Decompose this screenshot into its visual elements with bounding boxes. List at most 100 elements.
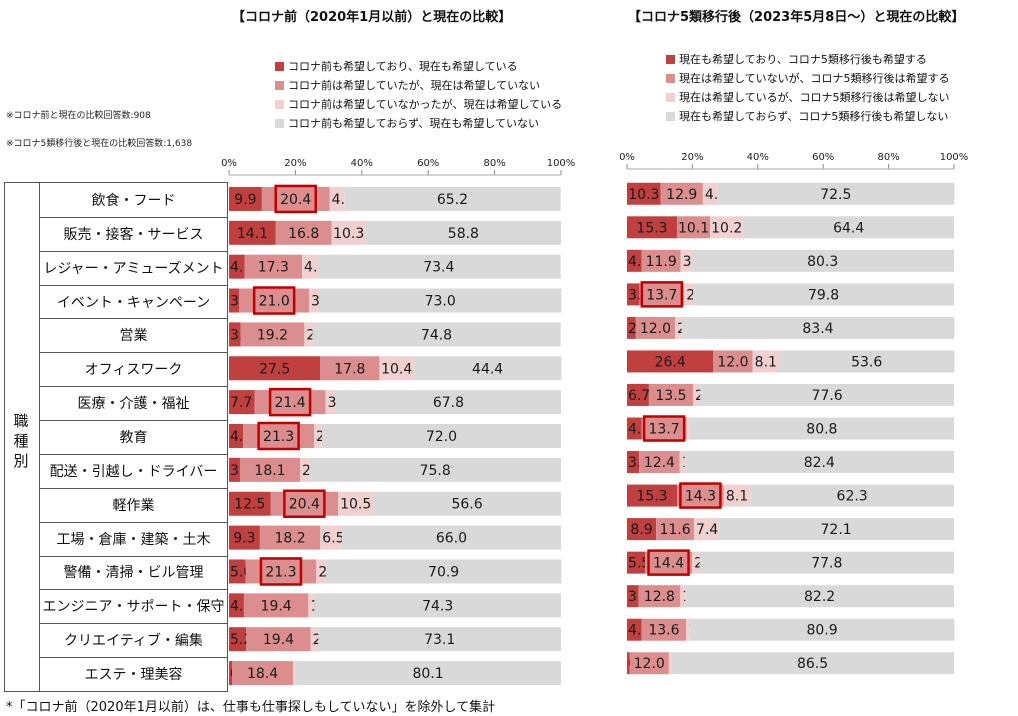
bar-segment: [379, 356, 414, 381]
data-label: 18.4: [247, 666, 278, 682]
bar-segment: [684, 283, 694, 306]
bar-segment: [629, 652, 669, 675]
bar-segment: [321, 424, 561, 448]
data-label: 18.1: [254, 463, 285, 479]
data-label: 3.5: [230, 327, 252, 343]
highlight-box: [647, 549, 690, 576]
bar-segment: [300, 457, 310, 482]
data-label: 19.4: [261, 598, 292, 614]
legend-swatch: [275, 62, 284, 71]
bar-segment: [713, 350, 753, 373]
bar-segment: [627, 652, 630, 675]
data-label: 1.5: [682, 589, 704, 605]
legend-swatch: [666, 93, 675, 102]
data-label: 77.8: [811, 556, 842, 572]
highlight-box: [274, 184, 317, 214]
data-label: 82.2: [804, 589, 835, 605]
data-label: 7.7: [230, 395, 252, 411]
bar-segment: [295, 661, 561, 686]
data-label: 2.3: [694, 556, 716, 572]
bar-segment: [229, 186, 262, 211]
bar-segment: [243, 593, 309, 618]
tick-label: 40%: [351, 158, 373, 169]
row-label: 教育: [40, 420, 227, 455]
data-label: 21.3: [265, 564, 296, 580]
bar-segment: [692, 551, 700, 574]
bar-segment: [635, 316, 676, 339]
bar-segment: [693, 383, 701, 406]
bar-segment: [270, 491, 339, 516]
legend-swatch: [666, 55, 675, 64]
data-label: 3.5: [628, 589, 650, 605]
bar-segment: [261, 186, 330, 211]
data-label: 72.1: [821, 522, 852, 538]
data-label: 12.0: [717, 354, 748, 370]
bar-segment: [656, 518, 695, 541]
data-label: 77.6: [812, 388, 843, 404]
legend-item: コロナ前は希望していたが、現在は希望していない: [275, 76, 562, 95]
highlight-box: [257, 421, 300, 451]
highlight-box: [679, 482, 722, 509]
data-label: 14.4: [653, 556, 684, 572]
category-header: 職種別: [13, 412, 29, 470]
data-label: 21.0: [259, 294, 290, 310]
data-label: 1.5: [682, 455, 704, 471]
data-label: 5.5: [628, 556, 650, 572]
data-label: 3.3: [683, 254, 705, 270]
bar-segment: [679, 451, 685, 474]
bar-segment: [668, 652, 672, 675]
legend-item: 現在も希望しておらず、コロナ5類移行後も希望しない: [666, 107, 949, 126]
data-label: 4.5: [230, 598, 252, 614]
data-label: 13.7: [649, 422, 680, 438]
tick-label: 100%: [940, 152, 969, 163]
data-label: 72.0: [426, 429, 457, 445]
bar-segment: [693, 283, 954, 306]
category-header-cell: [5, 183, 40, 691]
bar-segment: [689, 417, 954, 440]
tick-label: 60%: [812, 152, 834, 163]
bar-segment: [639, 451, 680, 474]
data-label: 64.4: [833, 220, 864, 236]
bar-segment: [341, 525, 561, 550]
bar-segment: [779, 350, 955, 373]
data-label: 66.0: [436, 531, 467, 547]
bar-segment: [641, 249, 681, 272]
data-label: 19.2: [257, 327, 288, 343]
bar-segment: [648, 383, 694, 406]
data-label: 15.3: [636, 220, 667, 236]
data-label: 26.4: [655, 354, 686, 370]
bar-segment: [308, 593, 315, 618]
row-label: オフィスワーク: [40, 352, 227, 388]
data-label: 2.8: [302, 463, 324, 479]
tick-label: 0%: [619, 152, 635, 163]
bar-segment: [373, 491, 561, 516]
row-label: エンジニア・サポート・保守: [40, 589, 227, 625]
bar-segment: [320, 525, 342, 550]
bar-segment: [627, 484, 678, 507]
legend-label: 現在も希望しており、コロナ5類移行後も希望する: [679, 53, 927, 66]
bar-segment: [691, 249, 954, 272]
bar-segment: [699, 551, 954, 574]
data-label: 12.0: [634, 656, 665, 672]
data-label: 82.4: [804, 455, 835, 471]
row-label: クリエイティブ・編集: [40, 623, 227, 659]
data-label: 74.8: [421, 327, 452, 343]
bar-segment: [246, 627, 311, 652]
data-label: 72.5: [820, 187, 851, 203]
bar-segment: [229, 457, 240, 482]
data-label: 6.7: [628, 388, 650, 404]
highlight-box: [252, 286, 296, 315]
chart-left-title: 【コロナ前（2020年1月以前）と現在の比較】: [232, 10, 512, 25]
data-label: 21.3: [263, 429, 294, 445]
bar-segment: [689, 618, 955, 641]
tick-label: 0%: [221, 158, 237, 169]
data-label: 80.3: [807, 254, 838, 270]
legend-item: 現在は希望していないが、コロナ5類移行後は希望する: [666, 69, 949, 88]
bar-segment: [310, 627, 319, 652]
bar-segment: [254, 390, 326, 415]
data-label: 12.8: [644, 589, 675, 605]
data-label: 79.8: [808, 287, 839, 303]
bar-segment: [681, 316, 955, 339]
data-label: 21.4: [275, 395, 306, 411]
bar-segment: [244, 254, 303, 279]
